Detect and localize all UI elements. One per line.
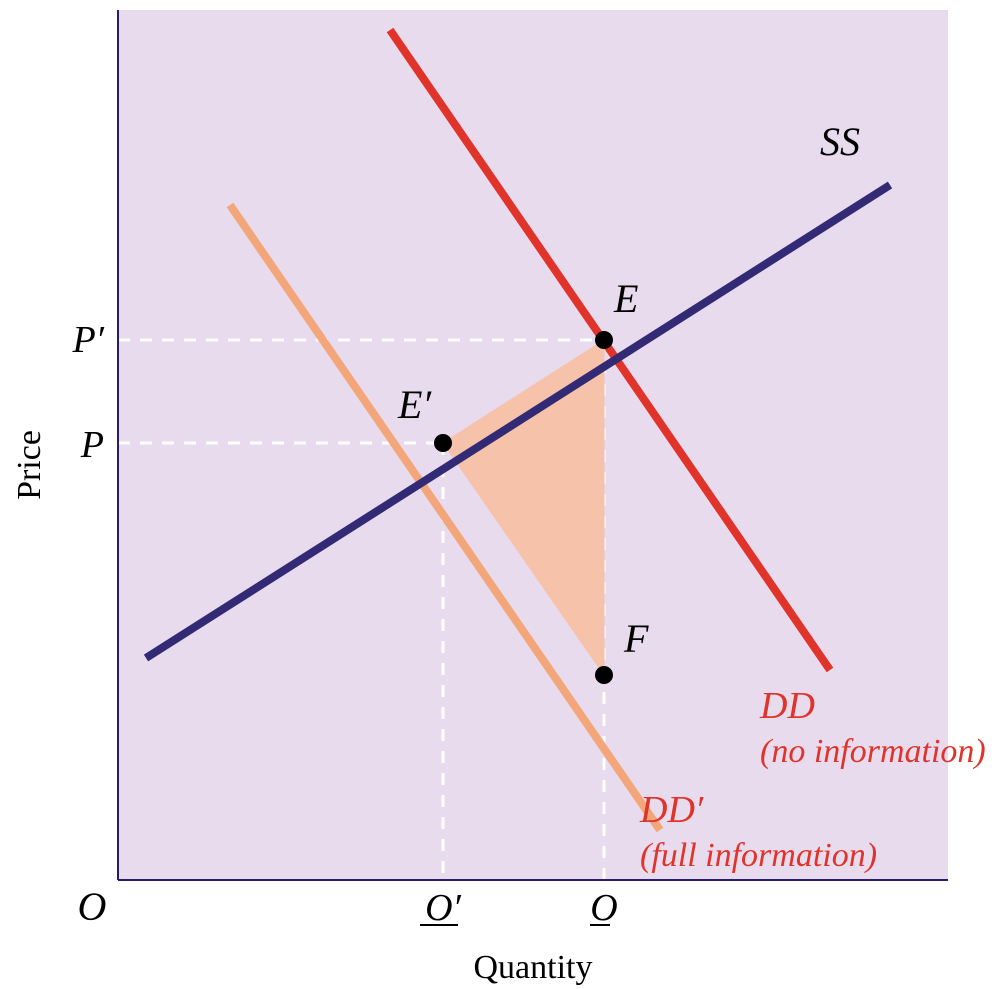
label-dd-sub: (no information) xyxy=(760,733,986,770)
label-e-prime: E′ xyxy=(397,382,432,427)
x-tick: O′ xyxy=(420,887,462,929)
x-tick-label: O xyxy=(590,887,617,929)
point-e-prime xyxy=(434,434,452,452)
point-f xyxy=(595,666,613,684)
label-ss: SS xyxy=(820,119,860,164)
x-tick-label: O′ xyxy=(425,887,461,929)
point-e xyxy=(595,331,613,349)
y-tick-label: P xyxy=(80,424,104,466)
chart-container: { "chart": { "type": "economics-supply-d… xyxy=(0,0,1000,989)
x-axis-title: Quantity xyxy=(474,949,593,986)
y-axis-title: Price xyxy=(11,430,48,500)
label-dd-prime-sub: (full information) xyxy=(640,837,877,874)
label-dd: DD xyxy=(759,685,815,727)
label-dd-prime: DD′ xyxy=(639,789,704,831)
label-e: E xyxy=(613,276,638,321)
x-tick: O xyxy=(590,887,618,929)
label-f: F xyxy=(623,616,649,661)
y-tick-label: P′ xyxy=(71,319,104,361)
chart-svg: P′ P O′ O O SS E E′ F DD (no information… xyxy=(0,0,1000,989)
origin-label: O xyxy=(78,884,107,929)
